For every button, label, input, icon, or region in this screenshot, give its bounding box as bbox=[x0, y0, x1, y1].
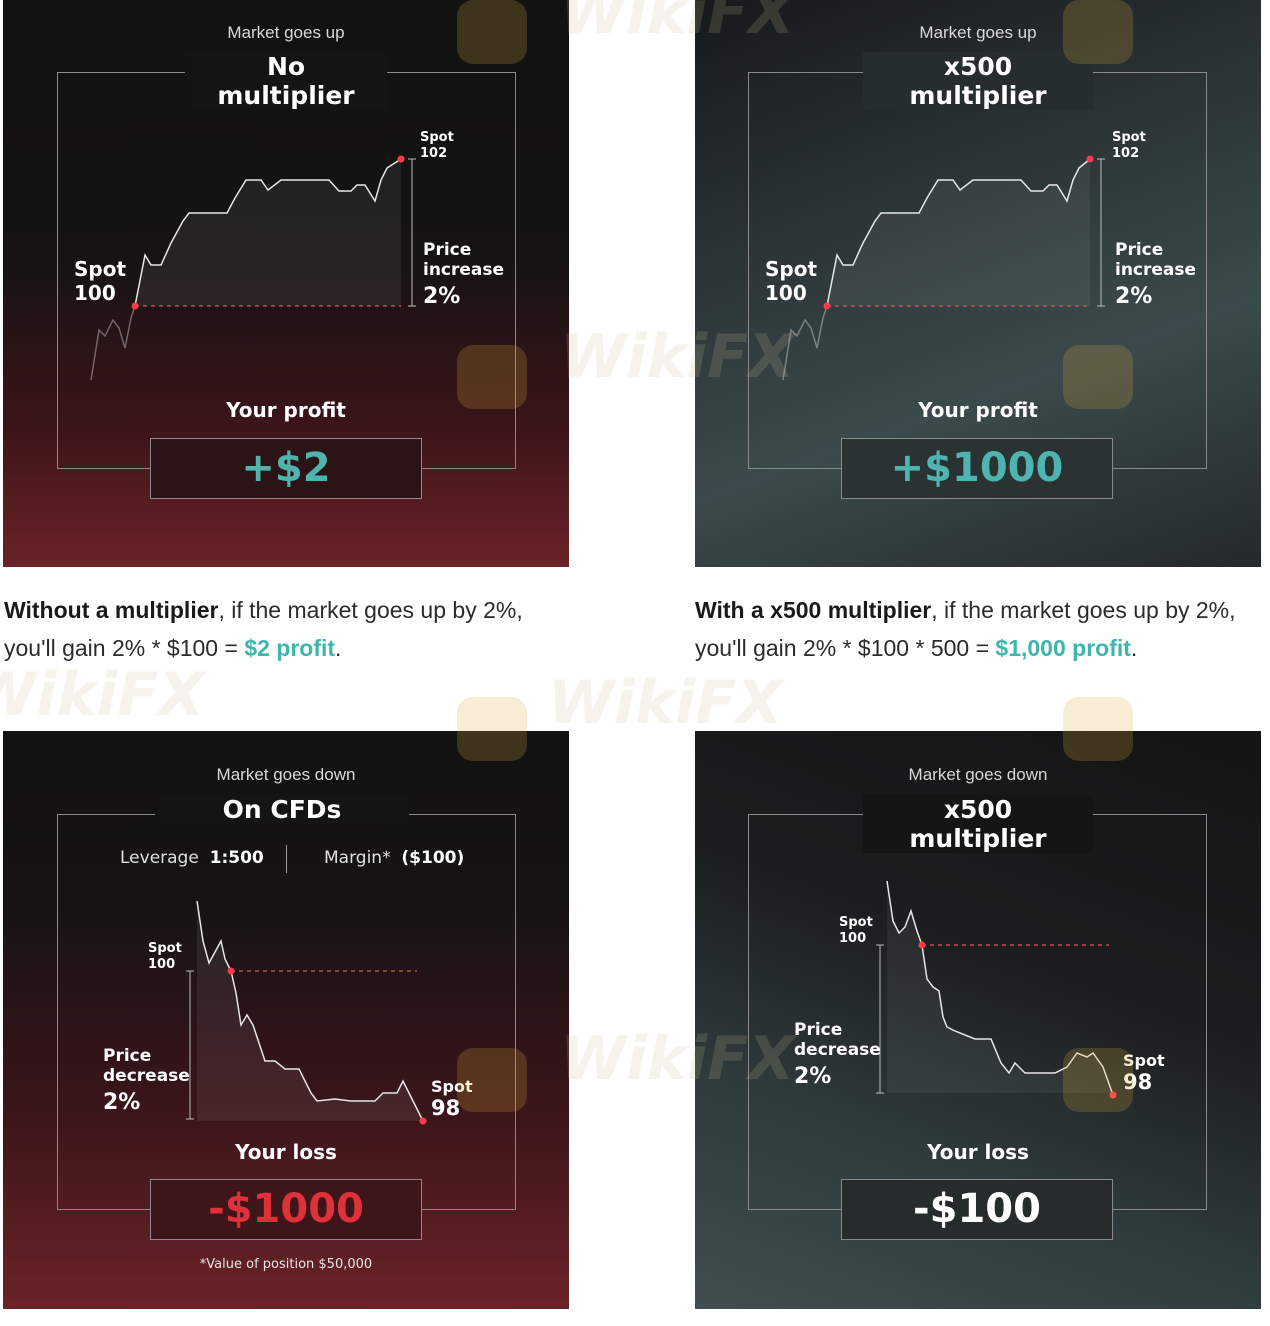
leverage-info: Leverage 1:500 bbox=[120, 848, 264, 868]
result-label: Your loss bbox=[235, 1140, 337, 1164]
result-label: Your profit bbox=[226, 398, 346, 422]
price-chart bbox=[186, 900, 427, 1125]
chart-area bbox=[135, 159, 401, 306]
watermark: WikiFX bbox=[548, 668, 783, 738]
caption-x500-multiplier: With a x500 multiplier, if the market go… bbox=[695, 597, 1236, 661]
panel-title: No multiplier bbox=[185, 52, 387, 110]
panel-x500-multiplier-up: Market goes up x500 multiplier Spot 100 S… bbox=[695, 0, 1261, 567]
result-label: Your loss bbox=[927, 1140, 1029, 1164]
price-change-label: Price decrease 2% bbox=[103, 1046, 190, 1115]
result-value: -$100 bbox=[841, 1179, 1113, 1240]
spot-end-dot bbox=[397, 155, 405, 163]
spot-start-dot bbox=[131, 302, 139, 310]
chart-line bbox=[196, 900, 424, 1122]
caption-no-multiplier: Without a multiplier, if the market goes… bbox=[4, 597, 523, 661]
spot-start-label: Spot 100 bbox=[148, 941, 182, 972]
price-change-label: Price increase 2% bbox=[423, 240, 505, 309]
margin-info: Margin* ($100) bbox=[324, 848, 465, 868]
footnote: *Value of position $50,000 bbox=[199, 1257, 373, 1272]
price-chart bbox=[876, 880, 1117, 1099]
price-change-label: Price increase 2% bbox=[1115, 240, 1197, 309]
spot-end-dot bbox=[1086, 155, 1094, 163]
spot-end-label: Spot 102 bbox=[420, 130, 454, 161]
result-value: -$1000 bbox=[150, 1179, 422, 1240]
price-change-label: Price decrease 2% bbox=[794, 1020, 881, 1089]
spot-start-label: Spot 100 bbox=[839, 915, 873, 946]
panel-kicker: Market goes down bbox=[908, 765, 1048, 784]
result-label: Your profit bbox=[918, 398, 1038, 422]
result-value: +$2 bbox=[150, 438, 422, 499]
panel-kicker: Market goes up bbox=[227, 23, 345, 42]
spot-start-dot bbox=[227, 967, 235, 975]
panel-kicker: Market goes down bbox=[216, 765, 356, 784]
spot-start-label: Spot 100 bbox=[765, 257, 818, 305]
spot-end-dot bbox=[419, 1117, 427, 1125]
spot-start-label: Spot 100 bbox=[74, 257, 127, 305]
panel-title: x500 multiplier bbox=[863, 52, 1093, 110]
chart-line bbox=[886, 880, 1114, 1096]
panel-no-multiplier-up: Market goes up No multiplier Spot 100 Spo… bbox=[3, 0, 569, 567]
spot-end-dot bbox=[1109, 1091, 1117, 1099]
price-chart bbox=[782, 155, 1105, 381]
panel-kicker: Market goes up bbox=[919, 23, 1037, 42]
chart-area bbox=[827, 159, 1090, 306]
chart-area bbox=[197, 901, 423, 1121]
panel-title: On CFDs bbox=[155, 795, 409, 824]
spot-end-label: Spot 98 bbox=[1123, 1051, 1165, 1095]
chart-line-pre bbox=[782, 305, 828, 381]
result-value: +$1000 bbox=[841, 438, 1113, 499]
panel-x500-multiplier-down: Market goes down x500 multiplier Spot 100… bbox=[695, 731, 1261, 1309]
price-chart bbox=[90, 155, 416, 381]
panel-title: x500 multiplier bbox=[863, 795, 1093, 853]
spot-start-dot bbox=[823, 302, 831, 310]
chart-line bbox=[134, 158, 402, 307]
spot-end-label: Spot 102 bbox=[1112, 130, 1146, 161]
panel-cfd-down: Market goes down On CFDs Leverage 1:500 … bbox=[3, 731, 569, 1309]
chart-line bbox=[826, 158, 1091, 307]
chart-area bbox=[887, 881, 1113, 1095]
spot-end-label: Spot 98 bbox=[431, 1077, 473, 1121]
watermark: WikiFX bbox=[0, 660, 205, 730]
chart-line-pre bbox=[90, 305, 136, 381]
divider bbox=[286, 845, 287, 873]
spot-start-dot bbox=[918, 941, 926, 949]
